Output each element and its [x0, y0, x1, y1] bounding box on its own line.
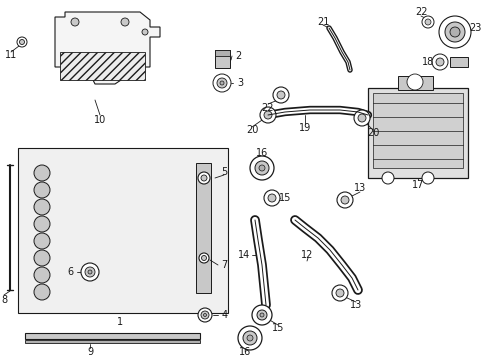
Bar	[215, 50, 229, 56]
Circle shape	[257, 310, 266, 320]
Circle shape	[331, 285, 347, 301]
Circle shape	[276, 91, 285, 99]
Circle shape	[213, 74, 230, 92]
Circle shape	[421, 172, 433, 184]
Circle shape	[254, 161, 268, 175]
Bar	[55, 158, 203, 303]
Circle shape	[17, 37, 27, 47]
Circle shape	[444, 22, 464, 42]
Polygon shape	[55, 12, 160, 84]
Circle shape	[243, 331, 257, 345]
Circle shape	[217, 78, 226, 88]
Circle shape	[88, 270, 92, 274]
Circle shape	[246, 335, 252, 341]
Circle shape	[34, 199, 50, 215]
Bar	[18, 148, 227, 313]
Circle shape	[381, 172, 393, 184]
Circle shape	[421, 16, 433, 28]
Circle shape	[34, 267, 50, 283]
Circle shape	[34, 233, 50, 249]
Circle shape	[259, 165, 264, 171]
Text: 5: 5	[221, 167, 226, 177]
Bar	[397, 76, 432, 90]
Circle shape	[71, 18, 79, 26]
Circle shape	[85, 267, 95, 277]
Circle shape	[251, 305, 271, 325]
Text: 16: 16	[255, 148, 267, 158]
Bar	[60, 52, 145, 80]
Text: 17: 17	[411, 180, 423, 190]
Circle shape	[272, 87, 288, 103]
Text: 13: 13	[349, 300, 362, 310]
Circle shape	[267, 194, 275, 202]
Circle shape	[201, 311, 208, 319]
Text: 22: 22	[414, 7, 427, 17]
Circle shape	[121, 18, 129, 26]
Circle shape	[336, 192, 352, 208]
Circle shape	[260, 313, 264, 317]
Text: 19: 19	[298, 123, 310, 133]
Circle shape	[438, 16, 470, 48]
Text: 7: 7	[221, 260, 226, 270]
Bar	[215, 50, 229, 68]
Circle shape	[203, 314, 206, 316]
Circle shape	[406, 74, 422, 90]
Circle shape	[264, 190, 280, 206]
Circle shape	[81, 263, 99, 281]
Text: 10: 10	[94, 115, 106, 125]
Text: 18: 18	[421, 57, 433, 67]
Text: 22: 22	[261, 103, 274, 113]
Text: 9: 9	[87, 347, 93, 357]
Bar	[196, 163, 210, 293]
Circle shape	[435, 58, 443, 66]
Text: 3: 3	[237, 78, 243, 88]
Circle shape	[357, 114, 365, 122]
Text: 16: 16	[238, 347, 251, 357]
Circle shape	[34, 182, 50, 198]
Text: 20: 20	[245, 125, 258, 135]
Circle shape	[201, 256, 206, 261]
Circle shape	[198, 308, 212, 322]
Text: 8: 8	[1, 295, 7, 305]
Circle shape	[431, 54, 447, 70]
Bar	[367, 88, 467, 178]
Circle shape	[353, 110, 369, 126]
Circle shape	[34, 216, 50, 232]
Text: 20: 20	[366, 128, 378, 138]
Bar	[372, 93, 462, 168]
Circle shape	[34, 165, 50, 181]
Circle shape	[199, 253, 208, 263]
Bar	[449, 57, 467, 67]
Circle shape	[20, 40, 24, 45]
Circle shape	[340, 196, 348, 204]
Text: 6: 6	[67, 267, 73, 277]
Circle shape	[260, 107, 275, 123]
Text: 21: 21	[316, 17, 328, 27]
Text: 1: 1	[117, 317, 123, 327]
Circle shape	[449, 27, 459, 37]
Circle shape	[220, 81, 224, 85]
Circle shape	[264, 111, 271, 119]
Circle shape	[424, 19, 430, 25]
Bar	[25, 340, 200, 343]
Text: 15: 15	[271, 323, 284, 333]
Circle shape	[335, 289, 343, 297]
Text: 2: 2	[234, 51, 241, 61]
Text: 13: 13	[353, 183, 366, 193]
Text: 11: 11	[5, 50, 17, 60]
Circle shape	[249, 156, 273, 180]
Text: 4: 4	[222, 310, 227, 320]
Circle shape	[34, 284, 50, 300]
Circle shape	[34, 250, 50, 266]
Circle shape	[198, 172, 209, 184]
Circle shape	[201, 175, 206, 181]
Circle shape	[142, 29, 148, 35]
Text: 15: 15	[278, 193, 290, 203]
Text: 12: 12	[300, 250, 312, 260]
Text: 23: 23	[468, 23, 480, 33]
Bar	[25, 333, 200, 339]
Text: 14: 14	[237, 250, 250, 260]
Circle shape	[238, 326, 262, 350]
